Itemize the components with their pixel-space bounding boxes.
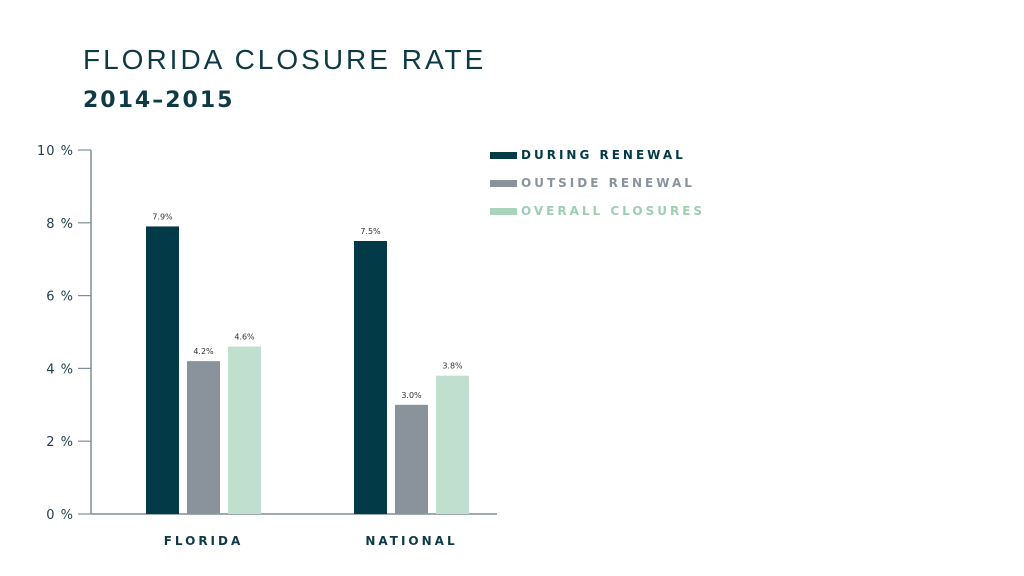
legend-label: OUTSIDE RENEWAL (521, 176, 695, 190)
legend-item-during-renewal: DURING RENEWAL (490, 141, 705, 169)
bar-national-during-renewal (354, 241, 387, 514)
legend: DURING RENEWAL OUTSIDE RENEWAL OVERALL C… (490, 141, 705, 225)
legend-swatch (490, 179, 517, 187)
chart-subtitle: 2014–2015 (83, 88, 235, 113)
legend-swatch (490, 151, 517, 159)
x-tick-label: NATIONAL (365, 534, 457, 548)
data-label: 4.2% (193, 347, 214, 356)
bar-national-overall-closures (436, 375, 469, 514)
data-label: 3.0% (401, 391, 422, 400)
legend-label: DURING RENEWAL (521, 148, 686, 162)
y-tick-label: 6 % (46, 290, 74, 305)
y-tick-label: 4 % (46, 362, 74, 377)
bar-florida-overall-closures (228, 346, 261, 514)
x-tick-label: FLORIDA (164, 534, 244, 548)
y-tick-label: 0 % (46, 508, 74, 523)
legend-item-outside-renewal: OUTSIDE RENEWAL (490, 169, 705, 197)
data-label: 7.9% (152, 212, 173, 221)
data-label: 3.8% (442, 362, 463, 371)
y-tick-label: 2 % (46, 435, 74, 450)
bar-florida-outside-renewal (187, 361, 220, 514)
data-label: 4.6% (234, 333, 255, 342)
bar-florida-during-renewal (146, 226, 179, 514)
y-tick-label: 10 % (37, 144, 74, 159)
legend-item-overall-closures: OVERALL CLOSURES (490, 197, 705, 225)
data-label: 7.5% (360, 227, 381, 236)
chart-title: FLORIDA CLOSURE RATE (83, 44, 487, 75)
legend-label: OVERALL CLOSURES (521, 204, 706, 218)
bar-national-outside-renewal (395, 404, 428, 514)
y-tick-label: 8 % (46, 217, 74, 232)
legend-swatch (490, 207, 517, 215)
